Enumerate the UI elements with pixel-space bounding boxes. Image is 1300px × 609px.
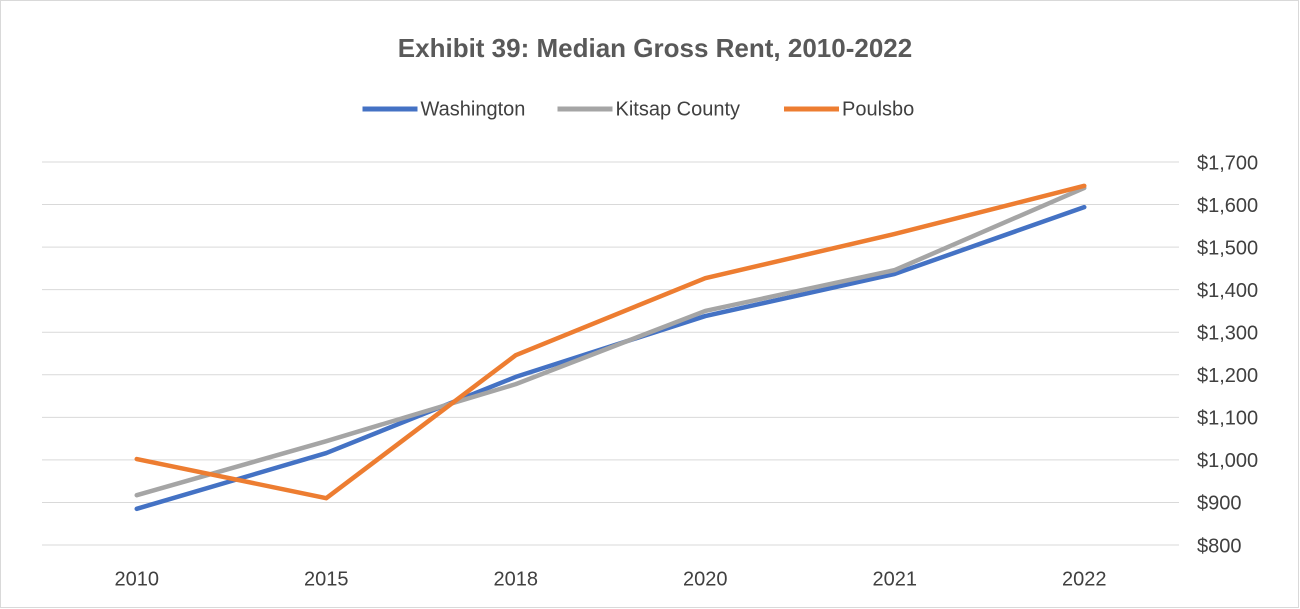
y-tick-label: $1,100 bbox=[1197, 408, 1258, 430]
x-tick-label: 2015 bbox=[304, 568, 349, 590]
y-tick-label: $800 bbox=[1197, 535, 1242, 557]
y-tick-label: $1,300 bbox=[1197, 323, 1258, 345]
legend-label: Washington bbox=[421, 98, 526, 120]
x-tick-label: 2022 bbox=[1062, 568, 1107, 590]
y-tick-label: $1,000 bbox=[1197, 450, 1258, 472]
y-tick-label: $1,400 bbox=[1197, 280, 1258, 302]
y-tick-label: $900 bbox=[1197, 493, 1242, 515]
y-tick-label: $1,600 bbox=[1197, 195, 1258, 217]
legend-label: Kitsap County bbox=[616, 98, 741, 120]
y-tick-label: $1,700 bbox=[1197, 152, 1258, 174]
series-line bbox=[134, 185, 1087, 498]
legend-label: Poulsbo bbox=[842, 98, 914, 120]
y-tick-label: $1,200 bbox=[1197, 365, 1258, 387]
x-tick-label: 2018 bbox=[494, 568, 539, 590]
y-tick-label: $1,500 bbox=[1197, 237, 1258, 259]
x-tick-label: 2020 bbox=[683, 568, 728, 590]
series-line bbox=[134, 183, 1087, 501]
chart-title: Exhibit 39: Median Gross Rent, 2010-2022 bbox=[398, 33, 912, 63]
x-tick-label: 2010 bbox=[115, 568, 160, 590]
x-tick-label: 2021 bbox=[873, 568, 918, 590]
